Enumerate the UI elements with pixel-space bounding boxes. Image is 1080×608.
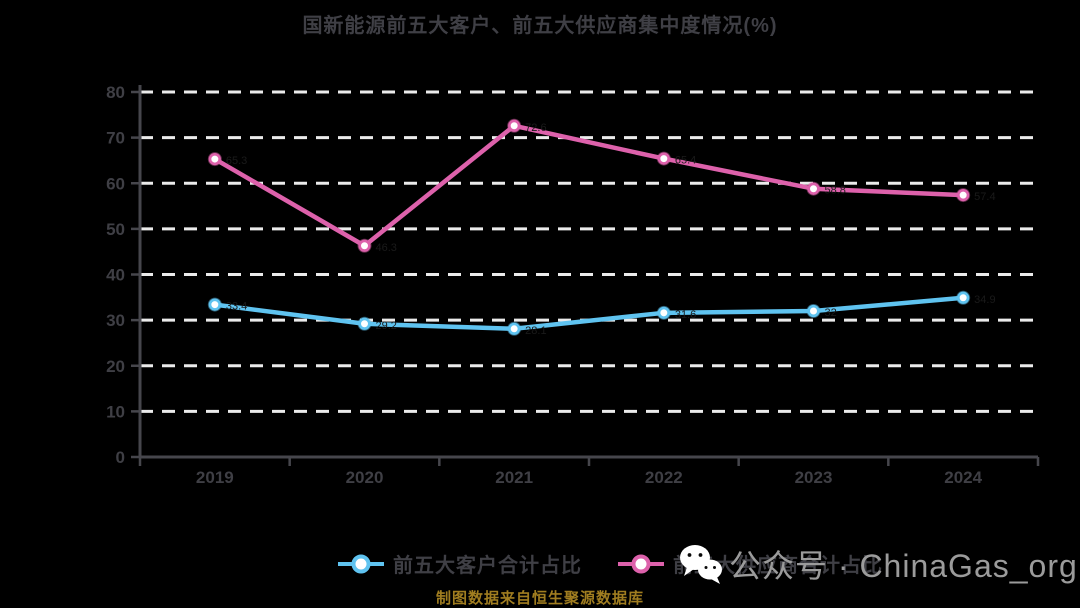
series-line-1	[212, 123, 966, 249]
x-tick-label: 2021	[495, 468, 533, 487]
x-tick-label: 2024	[944, 468, 982, 487]
data-point	[957, 291, 970, 304]
data-point	[508, 119, 521, 132]
watermark-text: 公众号 · ChinaGas_org	[729, 548, 1078, 584]
data-point-label: 72.6	[525, 122, 546, 134]
y-tick-label: 60	[106, 174, 125, 193]
data-point	[208, 152, 221, 166]
x-tick-label: 2020	[346, 468, 384, 487]
y-tick-label: 0	[116, 448, 125, 467]
x-tick-label: 2023	[795, 468, 833, 487]
data-point-label: 65.3	[226, 155, 247, 167]
legend-marker-customers-icon	[338, 554, 384, 573]
data-point-label: 46.3	[376, 242, 397, 254]
chart-legend: 前五大客户合计占比 前五大供应商合计占比	[338, 549, 883, 578]
data-point	[807, 182, 820, 195]
data-point-label: 28.1	[525, 325, 546, 337]
data-point	[358, 317, 371, 330]
x-tick-label: 2019	[196, 468, 234, 487]
y-tick-label: 30	[106, 311, 125, 330]
data-point	[807, 304, 820, 318]
y-tick-label: 50	[106, 220, 125, 239]
y-tick-label: 20	[106, 357, 125, 376]
y-tick-label: 40	[106, 266, 125, 285]
chart-title: 国新能源前五大客户、前五大供应商集中度情况(%)	[302, 15, 778, 37]
data-point-label: 65.4	[675, 155, 696, 167]
legend-label-suppliers: 前五大供应商合计占比	[673, 555, 883, 577]
data-point	[208, 298, 221, 311]
data-point-label: 33.4	[226, 301, 247, 313]
legend-item-customers: 前五大客户合计占比	[338, 549, 582, 578]
legend-label-customers: 前五大客户合计占比	[393, 555, 582, 577]
wechat-icon	[680, 545, 722, 584]
data-point-label: 29.2	[376, 320, 397, 332]
data-source-note: 制图数据来自恒生聚源数据库	[435, 590, 644, 607]
data-point	[657, 152, 670, 165]
y-tick-label: 10	[106, 402, 125, 421]
data-point-label: 31.6	[675, 309, 696, 321]
data-point-label: 57.4	[974, 191, 995, 203]
data-point-label: 32	[825, 307, 837, 319]
y-tick-label: 80	[106, 83, 125, 102]
wechat-watermark: 公众号 · ChinaGas_org	[674, 538, 1078, 590]
data-point	[657, 306, 670, 319]
legend-item-suppliers: 前五大供应商合计占比	[618, 549, 883, 578]
data-point-label: 58.8	[825, 185, 846, 197]
data-point	[508, 322, 521, 335]
data-point	[957, 189, 970, 202]
data-point-label: 34.9	[974, 294, 995, 306]
legend-marker-suppliers-icon	[618, 554, 664, 573]
y-tick-label: 70	[106, 129, 125, 148]
series-line-0	[212, 295, 966, 332]
x-tick-label: 2022	[645, 468, 683, 487]
data-point	[358, 239, 371, 252]
